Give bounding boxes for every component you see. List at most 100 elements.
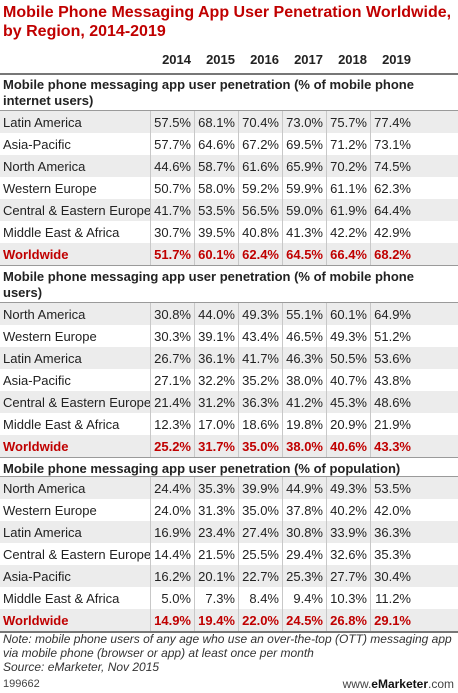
column-separator <box>194 303 195 457</box>
table-row: Latin America 57.5% 68.1% 70.4% 73.0% 75.7% 77… <box>0 111 458 133</box>
column-separator <box>150 477 151 631</box>
worldwide-row: Worldwide 14.9% 19.4% 22.0% 24.5% 26.8% 29.1% <box>0 609 458 631</box>
cell-value: 27.1% <box>154 373 191 388</box>
cell-value: 50.5% <box>330 351 367 366</box>
cell-value: 40.2% <box>330 503 367 518</box>
year-header: 2018 <box>338 52 367 67</box>
cell-value: 35.3% <box>374 547 411 562</box>
cell-value: 59.2% <box>242 181 279 196</box>
cell-value: 59.0% <box>286 203 323 218</box>
cell-value: 26.8% <box>330 613 367 628</box>
cell-value: 16.9% <box>154 525 191 540</box>
column-separator <box>326 111 327 265</box>
cell-value: 40.8% <box>242 225 279 240</box>
cell-value: 69.5% <box>286 137 323 152</box>
cell-value: 44.9% <box>286 481 323 496</box>
column-separator <box>238 303 239 457</box>
cell-value: 73.1% <box>374 137 411 152</box>
cell-value: 60.1% <box>198 247 235 262</box>
cell-value: 64.9% <box>374 307 411 322</box>
table-row: Asia-Pacific 16.2% 20.1% 22.7% 25.3% 27.7% 30.… <box>0 565 458 587</box>
cell-value: 5.0% <box>161 591 191 606</box>
brand-prefix: www. <box>342 677 372 691</box>
section-title: Mobile phone messaging app user penetrat… <box>3 269 414 300</box>
row-label: Asia-Pacific <box>3 373 71 388</box>
cell-value: 37.8% <box>286 503 323 518</box>
cell-value: 19.8% <box>286 417 323 432</box>
chart-title: Mobile Phone Messaging App User Penetrat… <box>3 4 452 40</box>
cell-value: 70.2% <box>330 159 367 174</box>
cell-value: 51.2% <box>374 329 411 344</box>
row-label: Latin America <box>3 115 82 130</box>
column-separator <box>326 477 327 631</box>
column-separator <box>194 111 195 265</box>
cell-value: 44.0% <box>198 307 235 322</box>
table-row: Middle East & Africa 30.7% 39.5% 40.8% 41.3%… <box>0 221 458 243</box>
cell-value: 25.2% <box>154 439 191 454</box>
row-label: Central & Eastern Europe <box>3 547 152 562</box>
cell-value: 75.7% <box>330 115 367 130</box>
cell-value: 39.1% <box>198 329 235 344</box>
divider <box>0 457 458 458</box>
cell-value: 49.3% <box>242 307 279 322</box>
cell-value: 57.5% <box>154 115 191 130</box>
cell-value: 40.7% <box>330 373 367 388</box>
cell-value: 59.9% <box>286 181 323 196</box>
cell-value: 53.5% <box>374 481 411 496</box>
row-label: Worldwide <box>3 613 69 628</box>
footer: 199662 www.eMarketer.com <box>0 676 458 693</box>
cell-value: 31.2% <box>198 395 235 410</box>
column-separator <box>282 477 283 631</box>
year-header: 2019 <box>382 52 411 67</box>
cell-value: 64.5% <box>286 247 323 262</box>
cell-value: 61.6% <box>242 159 279 174</box>
row-label: Worldwide <box>3 439 69 454</box>
cell-value: 43.8% <box>374 373 411 388</box>
cell-value: 42.0% <box>374 503 411 518</box>
cell-value: 24.4% <box>154 481 191 496</box>
worldwide-row: Worldwide 25.2% 31.7% 35.0% 38.0% 40.6% 43.3% <box>0 435 458 457</box>
cell-value: 36.3% <box>242 395 279 410</box>
cell-value: 56.5% <box>242 203 279 218</box>
row-label: Latin America <box>3 525 82 540</box>
cell-value: 41.7% <box>154 203 191 218</box>
footnote: Note: mobile phone users of any age who … <box>3 632 455 674</box>
brand-logo: www.eMarketer.com <box>343 677 454 691</box>
cell-value: 30.8% <box>154 307 191 322</box>
column-separator <box>370 477 371 631</box>
cell-value: 38.0% <box>286 439 323 454</box>
cell-value: 17.0% <box>198 417 235 432</box>
row-label: North America <box>3 159 86 174</box>
cell-value: 39.9% <box>242 481 279 496</box>
row-label: Middle East & Africa <box>3 591 120 606</box>
cell-value: 35.2% <box>242 373 279 388</box>
cell-value: 77.4% <box>374 115 411 130</box>
cell-value: 62.3% <box>374 181 411 196</box>
year-header: 2016 <box>250 52 279 67</box>
table-row: Latin America 16.9% 23.4% 27.4% 30.8% 33.9% 36… <box>0 521 458 543</box>
chart-id: 199662 <box>3 678 40 690</box>
table-row: Middle East & Africa 12.3% 17.0% 18.6% 19.8%… <box>0 413 458 435</box>
cell-value: 51.7% <box>154 247 191 262</box>
cell-value: 23.4% <box>198 525 235 540</box>
cell-value: 19.4% <box>198 613 235 628</box>
cell-value: 48.6% <box>374 395 411 410</box>
cell-value: 55.1% <box>286 307 323 322</box>
table-row: Central & Eastern Europe 41.7% 53.5% 56.5% 5… <box>0 199 458 221</box>
column-separator <box>194 477 195 631</box>
cell-value: 45.3% <box>330 395 367 410</box>
cell-value: 32.2% <box>198 373 235 388</box>
cell-value: 33.9% <box>330 525 367 540</box>
cell-value: 73.0% <box>286 115 323 130</box>
row-label: Middle East & Africa <box>3 225 120 240</box>
column-separator <box>282 303 283 457</box>
table-row: Latin America 26.7% 36.1% 41.7% 46.3% 50.5% 53… <box>0 347 458 369</box>
cell-value: 68.1% <box>198 115 235 130</box>
cell-value: 21.9% <box>374 417 411 432</box>
table-row: Middle East & Africa 5.0% 7.3% 8.4% 9.4% 10.3… <box>0 587 458 609</box>
cell-value: 66.4% <box>330 247 367 262</box>
cell-value: 29.1% <box>374 613 411 628</box>
column-separator <box>238 477 239 631</box>
row-label: North America <box>3 481 86 496</box>
cell-value: 30.7% <box>154 225 191 240</box>
